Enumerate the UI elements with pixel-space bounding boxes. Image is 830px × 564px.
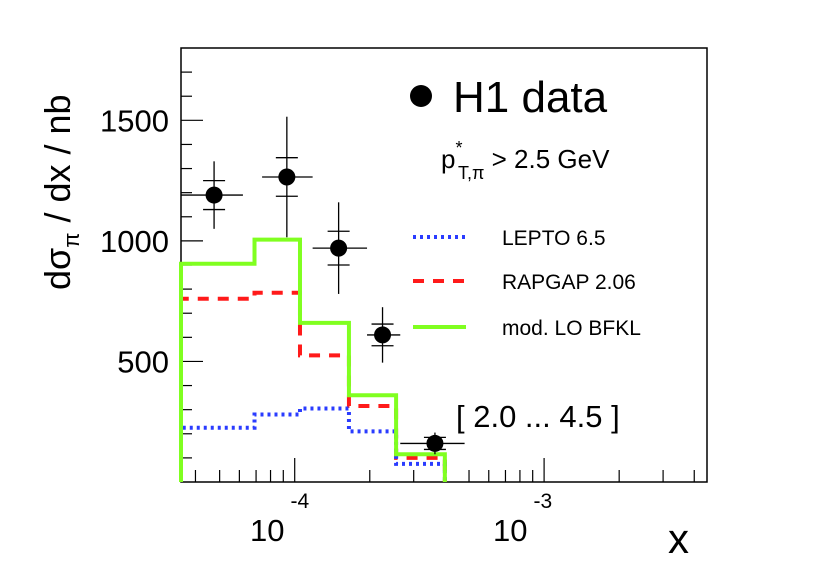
legend-lepto-label: LEPTO 6.5 xyxy=(502,227,606,250)
histogram-step-line xyxy=(179,406,447,482)
histogram-step-line xyxy=(179,237,447,482)
y-axis-title: dσπ / dx / nb xyxy=(37,94,84,290)
series-h1-data xyxy=(181,116,465,455)
y-tick-label: 1500 xyxy=(100,103,169,138)
data-point xyxy=(278,168,296,186)
x-tick-label-1e-4: 10-4 xyxy=(250,490,309,548)
plot-area: 500 1000 1500 xyxy=(100,47,708,483)
y-tick-label: 1000 xyxy=(100,224,169,259)
x-axis-title: x xyxy=(668,515,689,562)
x-tick-label-1e-3: 10-3 xyxy=(493,490,552,548)
legend-data-marker xyxy=(410,85,432,107)
series-rapgap-2-06 xyxy=(179,290,447,482)
legend-bfkl-label: mod. LO BFKL xyxy=(502,317,641,340)
y-tick-label: 500 xyxy=(117,344,169,379)
plot-frame xyxy=(180,47,708,483)
data-point xyxy=(205,186,223,204)
y-axis-title-subscript: π xyxy=(59,233,84,248)
legend-rapgap-label: RAPGAP 2.06 xyxy=(502,271,636,294)
range-label: [ 2.0 ... 4.5 ] xyxy=(456,399,620,434)
histogram-step-line xyxy=(179,290,447,482)
series-mod-lo-bfkl xyxy=(179,237,447,482)
data-point xyxy=(374,326,392,344)
data-point xyxy=(426,434,444,452)
legend: H1 data LEPTO 6.5 RAPGAP 2.06 mod. LO BF… xyxy=(410,73,641,340)
legend-data-label: H1 data xyxy=(453,73,608,122)
series-lepto-6-5 xyxy=(179,406,447,482)
data-point xyxy=(330,239,348,257)
cut-label: p* T,π > 2.5 GeV xyxy=(441,138,610,183)
